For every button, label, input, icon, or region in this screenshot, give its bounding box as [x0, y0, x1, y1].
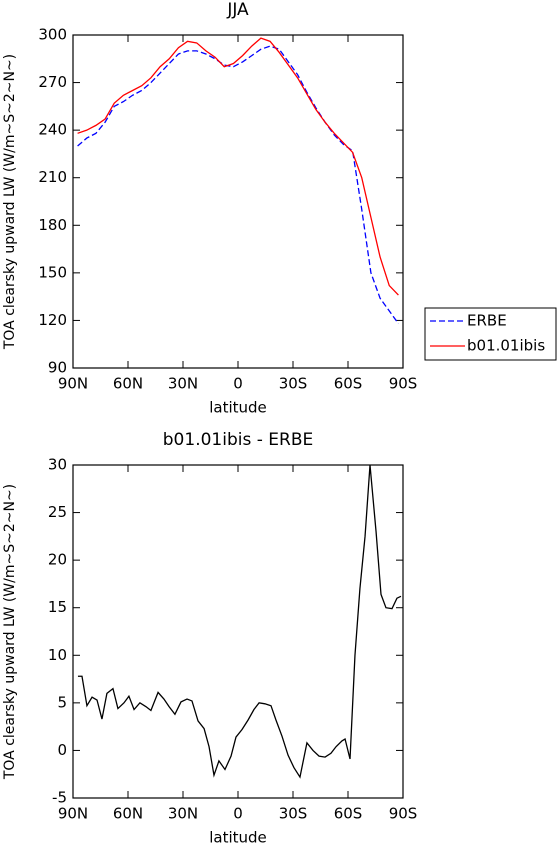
y-tick-label: 25	[48, 503, 67, 521]
x-tick-label: 30N	[168, 805, 198, 823]
x-tick-label: 30S	[279, 805, 308, 823]
y-tick-label: 20	[48, 551, 67, 569]
x-tick-label: 0	[233, 805, 243, 823]
x-tick-label: 30S	[279, 375, 308, 393]
y-tick-label: 5	[57, 693, 67, 711]
x-tick-label: 90N	[58, 805, 88, 823]
y-tick-label: 10	[48, 646, 67, 664]
x-tick-label: 60S	[334, 805, 363, 823]
x-tick-label: 60N	[113, 805, 143, 823]
x-tick-label: 90N	[58, 375, 88, 393]
plot-frame	[72, 464, 404, 799]
legend-label: ERBE	[467, 312, 507, 330]
plot-frame	[72, 34, 404, 369]
y-tick-label: 15	[48, 598, 67, 616]
y-tick-label: 180	[38, 216, 67, 234]
y-tick-label: 0	[57, 741, 67, 759]
y-tick-label: 240	[38, 121, 67, 139]
y-tick-label: 150	[38, 263, 67, 281]
chart-title: JJA	[226, 0, 249, 20]
y-axis-label: TOA clearsky upward LW (W/m~S~2~N~)	[2, 54, 18, 350]
y-tick-label: 300	[38, 26, 67, 44]
data-line	[77, 464, 402, 779]
legend-label: b01.01ibis	[467, 337, 545, 355]
data-line	[77, 37, 399, 296]
x-tick-label: 90S	[389, 375, 418, 393]
y-tick-label: 270	[38, 73, 67, 91]
y-tick-label: -5	[52, 789, 67, 807]
y-tick-label: 210	[38, 168, 67, 186]
y-tick-label: 30	[48, 456, 67, 474]
y-axis-label: TOA clearsky upward LW (W/m~S~2~N~)	[2, 484, 18, 780]
y-tick-label: 120	[38, 311, 67, 329]
x-tick-label: 60N	[113, 375, 143, 393]
data-line	[77, 45, 399, 324]
x-tick-label: 90S	[389, 805, 418, 823]
x-tick-label: 30N	[168, 375, 198, 393]
x-axis-label: latitude	[209, 829, 267, 847]
x-tick-label: 0	[233, 375, 243, 393]
x-axis-label: latitude	[209, 399, 267, 417]
legend-box	[424, 307, 557, 361]
chart-title: b01.01ibis - ERBE	[163, 430, 313, 450]
y-tick-label: 90	[48, 359, 67, 377]
x-tick-label: 60S	[334, 375, 363, 393]
